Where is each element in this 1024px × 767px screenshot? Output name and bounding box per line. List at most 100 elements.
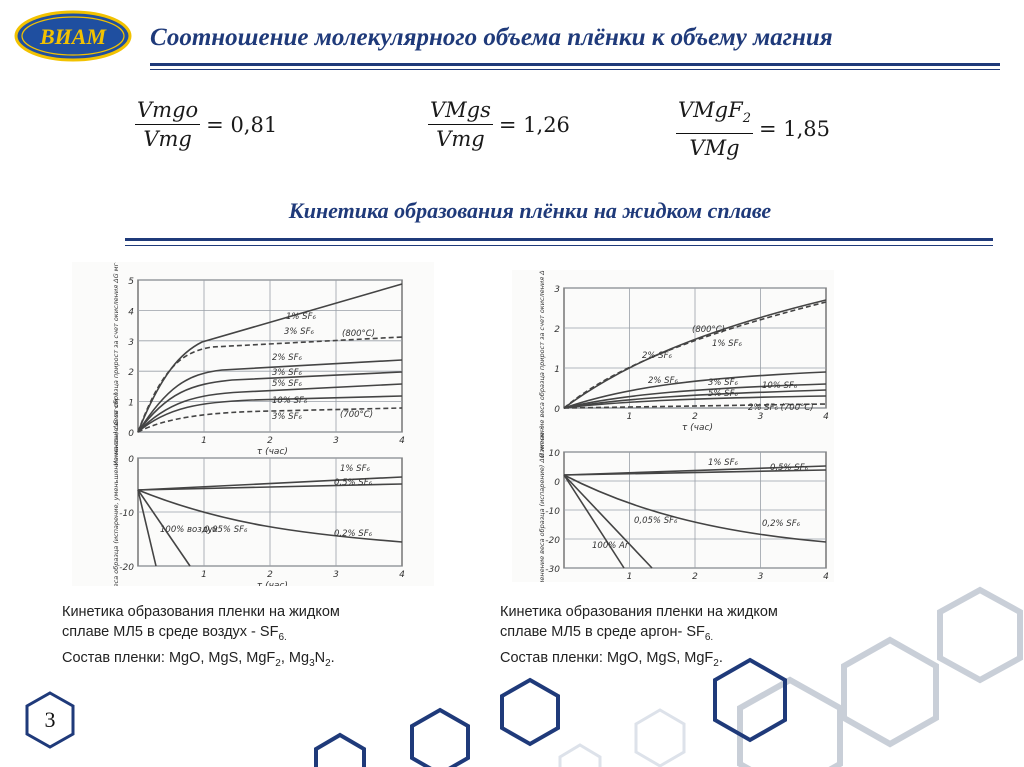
curve-label: (800°C) — [342, 329, 375, 339]
caption-sub: 6. — [278, 631, 287, 643]
caption-sub: 2 — [713, 657, 719, 669]
caption-line: . — [718, 649, 723, 666]
x-axis-label: τ (час) — [257, 581, 288, 586]
curve-label: 0,2% SF₆ — [334, 529, 373, 539]
y-tick-label: 5 — [128, 277, 134, 287]
y-tick-label: 0 — [128, 455, 134, 465]
formula-value: = 1,85 — [758, 117, 830, 142]
curve — [563, 389, 827, 409]
curve-label: (800°C) — [692, 325, 725, 335]
curve-label: 1% SF₆ — [708, 458, 738, 468]
right-caption: Кинетика образования пленки на жидком сп… — [500, 602, 900, 674]
left-kinetics-figure: 5 4 3 2 1 0 1 2 3 4 τ (час) Изменение веса образца … — [72, 262, 434, 586]
curve-label: 0,05% SF₆ — [634, 516, 678, 526]
section-rule — [125, 238, 993, 241]
curve — [563, 474, 625, 569]
y-tick-label: -20 — [119, 563, 134, 573]
caption-line: , Mg — [280, 649, 310, 666]
x-tick-label: 3 — [758, 572, 764, 582]
curve-label: (700°C) — [340, 410, 373, 420]
y-tick-label: -10 — [545, 507, 560, 517]
page-title: Соотношение молекулярного объема плёнки … — [150, 24, 833, 51]
curve-label: 0,2% SF₆ — [762, 519, 801, 529]
x-tick-label: 2 — [267, 570, 273, 580]
formula-denominator: Vmg — [143, 127, 192, 151]
curve-label: 1% SF₆ — [286, 312, 316, 322]
curve-label: 3% SF₆ — [284, 327, 314, 337]
curve — [563, 474, 827, 543]
x-tick-label: 2 — [692, 412, 698, 422]
title-rule-thin — [150, 69, 1000, 70]
x-tick-label: 3 — [758, 412, 764, 422]
y-tick-label: 2 — [128, 368, 134, 378]
curve-label: 0,05% SF₆ — [204, 525, 248, 535]
curve — [563, 469, 827, 476]
page-number: 3 — [44, 707, 56, 732]
caption-line: Кинетика образования пленки на жидком — [62, 604, 340, 620]
formula-numerator-sub: 2 — [742, 111, 751, 127]
caption-sub: 2 — [275, 657, 281, 669]
y-tick-label: -30 — [545, 565, 560, 575]
page-number-badge: 3 — [24, 690, 76, 750]
y-axis-label: Изменение веса образца (испарение) ΔG мг… — [538, 426, 546, 582]
hexagon-icon — [25, 691, 75, 749]
logo-text: ВИАМ — [39, 24, 107, 49]
section-title: Кинетика образования плёнки на жидком сп… — [288, 198, 772, 223]
curve-label: 100% воздух — [160, 525, 219, 535]
left-caption: Кинетика образования пленки на жидком сп… — [62, 602, 462, 674]
curve-label: 1% SF₆ — [712, 339, 742, 349]
curve — [563, 301, 827, 409]
y-tick-label: 3 — [554, 285, 560, 295]
curve — [137, 407, 403, 433]
curve — [563, 371, 827, 409]
x-tick-label: 1 — [201, 570, 207, 580]
formula-numerator: VMgs — [428, 98, 493, 125]
curve — [563, 403, 827, 409]
y-tick-label: 0 — [554, 405, 560, 415]
y-axis-label: Изменение веса образца прирост за счет о… — [538, 270, 546, 458]
curve — [137, 371, 403, 433]
curve-label: 0,5% SF₆ — [770, 463, 809, 473]
curve-label: 3% SF₆ — [272, 368, 302, 378]
title-rule — [150, 63, 1000, 66]
caption-line: N — [314, 649, 326, 666]
x-tick-label: 1 — [201, 436, 207, 446]
y-tick-label: 4 — [128, 307, 134, 317]
curve-label: 10% SF₆ — [272, 396, 308, 406]
caption-line: сплаве МЛ5 в среде аргон- SF — [500, 624, 705, 640]
formula-numerator: VMgF — [678, 98, 743, 122]
y-axis-label: Изменение веса образца (испарение, умень… — [112, 392, 120, 586]
y-tick-label: 1 — [554, 365, 560, 375]
viam-logo: ВИАМ — [14, 10, 132, 62]
y-tick-label: -10 — [119, 509, 134, 519]
x-tick-label: 4 — [823, 572, 829, 582]
formula-value: = 1,26 — [498, 112, 570, 137]
curve-label: 2% SF₆ — [272, 353, 302, 363]
curve — [137, 489, 157, 567]
curve-label: 2% SF₆ — [648, 376, 678, 386]
curve-label: 0,5% SF₆ — [334, 478, 373, 488]
formula-mgo: Vmgo Vmg = 0,81 — [135, 98, 277, 151]
curve — [137, 359, 403, 433]
curve-label: 10% SF₆ — [762, 381, 798, 391]
formula-mgf2: VMgF2 VMg = 1,85 — [676, 98, 830, 160]
curve-label: 1% SF₆ — [340, 464, 370, 474]
curve — [137, 395, 403, 433]
x-tick-label: 2 — [267, 436, 273, 446]
x-tick-label: 3 — [333, 436, 339, 446]
curve — [137, 476, 403, 491]
caption-line: Состав пленки: MgO, MgS, MgF — [500, 649, 714, 666]
curve — [563, 395, 827, 409]
y-tick-label: 0 — [554, 478, 560, 488]
y-axis-label: Изменение веса образца прирост за счет о… — [112, 262, 120, 466]
caption-line: сплаве МЛ5 в среде воздух - SF — [62, 624, 279, 640]
y-tick-label: 0 — [128, 429, 134, 439]
curve — [137, 489, 191, 567]
curve — [563, 474, 653, 569]
curve — [137, 489, 403, 543]
x-axis-label: τ (час) — [257, 447, 288, 457]
curve-label: 2% SF₆ — [642, 351, 672, 361]
x-tick-label: 4 — [399, 570, 405, 580]
y-tick-label: 2 — [554, 325, 560, 335]
